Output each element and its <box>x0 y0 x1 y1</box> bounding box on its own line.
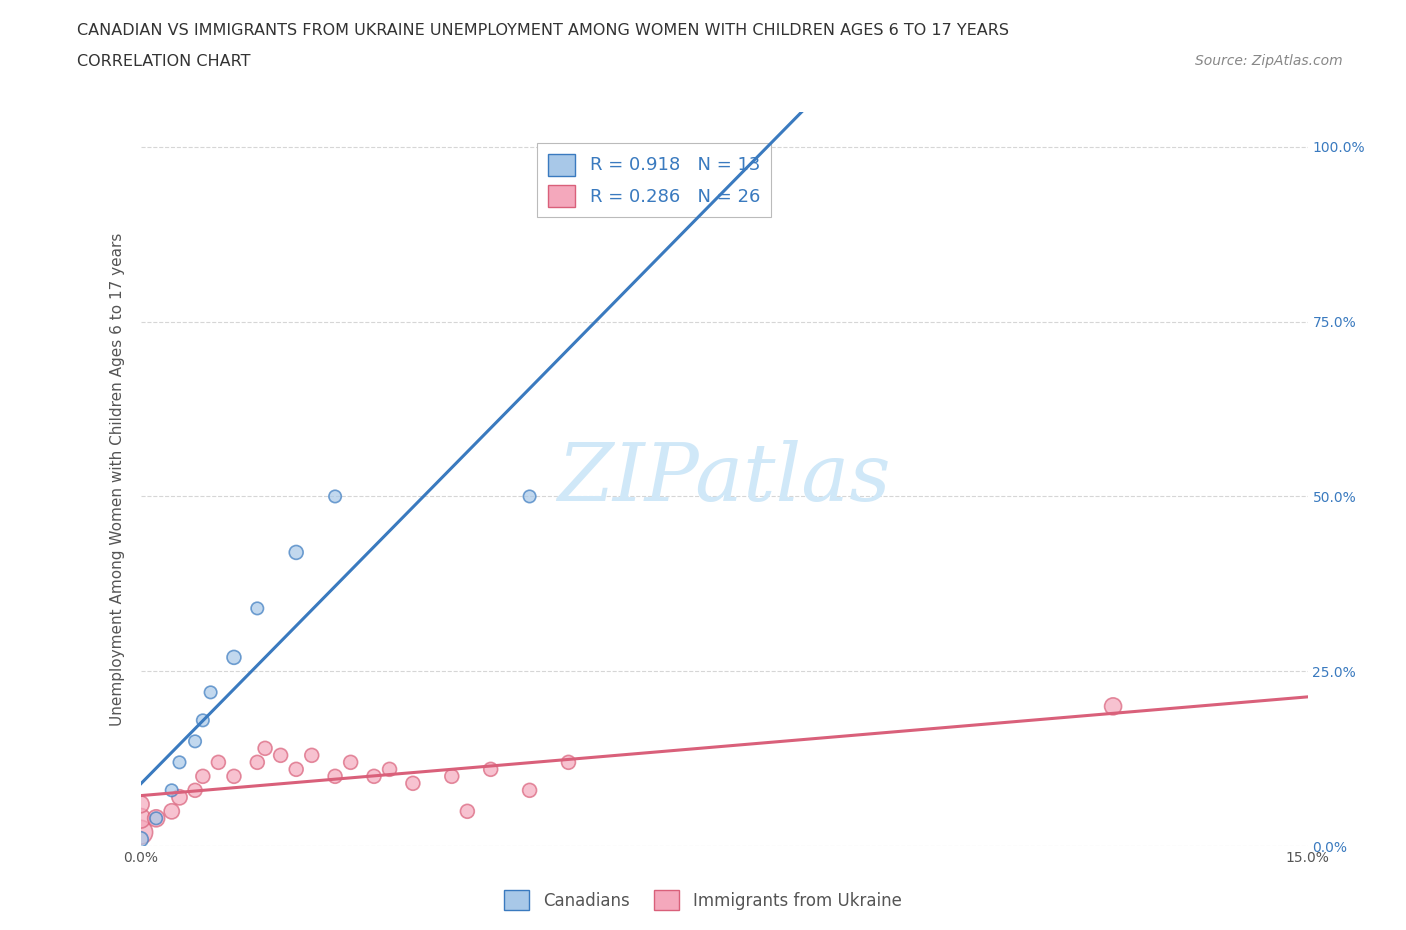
Text: CORRELATION CHART: CORRELATION CHART <box>77 54 250 69</box>
Point <box>129 797 152 812</box>
Point <box>519 783 541 798</box>
Point <box>169 755 191 770</box>
Point <box>339 755 361 770</box>
Point <box>145 811 167 826</box>
Text: ZIPatlas: ZIPatlas <box>557 440 891 518</box>
Point <box>270 748 292 763</box>
Point <box>402 776 425 790</box>
Point <box>207 755 229 770</box>
Point <box>129 825 152 840</box>
Point <box>129 811 152 826</box>
Point <box>145 811 167 826</box>
Point <box>254 741 277 756</box>
Y-axis label: Unemployment Among Women with Children Ages 6 to 17 years: Unemployment Among Women with Children A… <box>110 232 125 725</box>
Point <box>169 790 191 804</box>
Point <box>191 769 214 784</box>
Point <box>378 762 401 777</box>
Point <box>519 489 541 504</box>
Point <box>301 748 323 763</box>
Text: CANADIAN VS IMMIGRANTS FROM UKRAINE UNEMPLOYMENT AMONG WOMEN WITH CHILDREN AGES : CANADIAN VS IMMIGRANTS FROM UKRAINE UNEM… <box>77 23 1010 38</box>
Point <box>323 489 346 504</box>
Point <box>200 684 222 699</box>
Point <box>191 713 214 728</box>
Point <box>285 545 308 560</box>
Point <box>222 650 245 665</box>
Point <box>363 769 385 784</box>
Point <box>184 783 207 798</box>
Point <box>160 804 183 818</box>
Point <box>1102 699 1125 714</box>
Point <box>222 769 245 784</box>
Point <box>246 601 269 616</box>
Text: Source: ZipAtlas.com: Source: ZipAtlas.com <box>1195 54 1343 68</box>
Point <box>184 734 207 749</box>
Point <box>479 762 502 777</box>
Point <box>246 755 269 770</box>
Point <box>713 174 735 189</box>
Legend: R = 0.918   N = 13, R = 0.286   N = 26: R = 0.918 N = 13, R = 0.286 N = 26 <box>537 142 770 218</box>
Point <box>160 783 183 798</box>
Point <box>557 755 579 770</box>
Point <box>323 769 346 784</box>
Point <box>285 762 308 777</box>
Point <box>440 769 463 784</box>
Point <box>456 804 478 818</box>
Point <box>129 831 152 846</box>
Legend: Canadians, Immigrants from Ukraine: Canadians, Immigrants from Ukraine <box>498 884 908 917</box>
